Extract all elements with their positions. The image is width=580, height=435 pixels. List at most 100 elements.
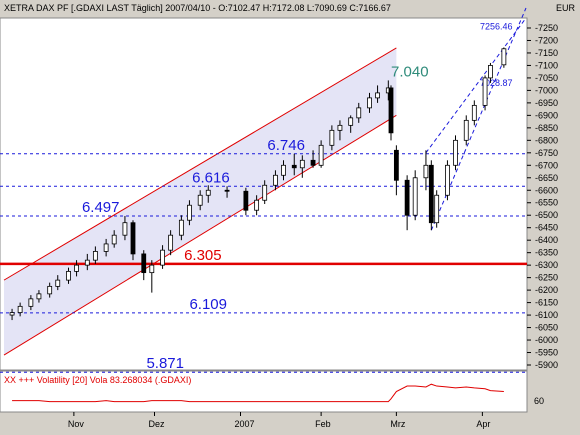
y-tick-label-6: -6200 [535,285,558,295]
volatility-indicator [12,383,504,403]
candle-body-47 [453,139,458,166]
trend-annotation-1: 7028.87 [480,78,513,88]
indicator-label: XX +++ Volatility [20] Vola 83.268034 (.… [4,375,191,385]
channel-lower-line [3,114,397,356]
candle-body-18 [178,219,184,236]
channel-upper-line [3,47,397,281]
x-tick-label-1: Dez [149,419,166,429]
indicator-plot-area [0,370,528,413]
y-tick-label-14: -6600 [535,185,558,195]
candle-body-15 [149,264,155,274]
candle-body-44 [428,164,434,224]
candle-body-26 [273,174,278,186]
candle-body-46 [445,164,450,196]
candle-body-34 [348,117,354,126]
candle-body-31 [318,144,324,166]
candle-body-28 [291,164,297,169]
x-tick-label-2: 2007 [235,419,255,429]
y-tick-label-15: -6650 [535,173,558,183]
y-tick-label-19: -6850 [535,123,558,133]
candle-body-7 [74,264,79,272]
candle-body-0 [9,312,15,316]
y-tick-label-24: -7100 [535,60,558,70]
candle-body-30 [310,159,316,166]
candle-body-4 [47,285,53,295]
candle-body-6 [66,270,71,281]
y-tick-label-23: -7050 [535,73,558,83]
x-tick-label-5: Apr [476,419,490,429]
candle-body-52 [501,48,507,66]
candle-body-21 [205,189,211,196]
candle-body-39 [388,87,394,134]
candle-body-51 [488,65,493,79]
y-tick-label-18: -6800 [535,135,558,145]
candle-body-22 [224,189,230,192]
y-tick-label-3: -6050 [535,323,558,333]
y-tick-label-13: -6550 [535,198,558,208]
candle-body-49 [471,104,477,121]
candle-body-19 [187,204,192,221]
level-label-0: 7.040 [391,63,429,80]
trend-line-lower [430,7,527,231]
y-axis: -5900 -5950 -6000 -6050 -6100 -6150 -6200 -6250… [527,23,558,370]
y-tick-label-27: -7250 [535,23,558,33]
candle-body-43 [423,164,429,179]
y-tick-label-9: -6350 [535,248,558,258]
y-tick-label-20: -6900 [535,110,558,120]
y-tick-label-11: -6450 [535,223,558,233]
level-label-5: 6.109 [189,296,227,313]
candle-body-16 [160,249,165,266]
candle-body-8 [84,259,90,266]
candle-body-50 [482,77,488,106]
candle-body-3 [36,293,42,300]
y-tick-label-25: -7150 [535,48,558,58]
candle-body-12 [122,222,128,236]
candle-body-36 [367,97,372,109]
candle-body-33 [337,124,343,131]
candle-body-9 [92,251,98,261]
trend-lines: 7256.46 7028.87 [425,7,527,231]
candle-body-37 [375,92,380,99]
level-label-1: 6.746 [267,137,305,154]
candle-body-1 [17,305,23,313]
candle-body-45 [434,194,440,224]
y-tick-label-8: -6300 [535,260,558,270]
x-tick-label-3: Feb [315,419,331,429]
y-tick-label-12: -6500 [535,210,558,220]
y-tick-label-17: -6750 [535,148,558,158]
y-tick-label-2: -6000 [535,335,558,345]
candle-body-35 [356,107,362,119]
candle-body-2 [28,298,34,307]
level-label-6: 5.871 [146,355,184,372]
candle-body-20 [197,194,203,206]
x-tick-label-4: Mrz [390,419,405,429]
x-tick-label-0: Nov [68,419,85,429]
trend-annotation-0: 7256.46 [480,21,513,31]
y-tick-label-7: -6250 [535,273,558,283]
candle-body-23 [243,190,249,211]
candle-body-24 [254,199,260,211]
volatility-line [12,383,504,403]
candle-body-27 [281,164,286,176]
level-label-3: 6.497 [82,199,120,216]
y-tick-label-10: -6400 [535,235,558,245]
y-tick-label-26: -7200 [535,35,558,45]
candle-body-10 [103,243,109,252]
y-tick-label-5: -6150 [535,298,558,308]
x-axis: Nov Dez 2007 Feb Mrz Apr [68,412,490,429]
chart-title: XETRA DAX PF [.GDAXI LAST Täglich] 2007/… [4,3,391,13]
y-tick-label-22: -7000 [535,85,558,95]
level-label-4: 6.305 [184,247,222,264]
candle-body-13 [130,222,136,255]
candle-body-5 [55,279,61,287]
candle-body-25 [262,184,268,201]
y-tick-label-1: -5950 [535,348,558,358]
y-tick-label-21: -6950 [535,98,558,108]
candle-body-17 [168,234,174,251]
y-tick-label-16: -6700 [535,160,558,170]
candle-body-29 [299,159,305,169]
candle-body-42 [412,177,418,216]
y-tick-label-0: -5900 [535,360,558,370]
candles [9,47,507,321]
indicator-tick: 60 [534,396,544,406]
